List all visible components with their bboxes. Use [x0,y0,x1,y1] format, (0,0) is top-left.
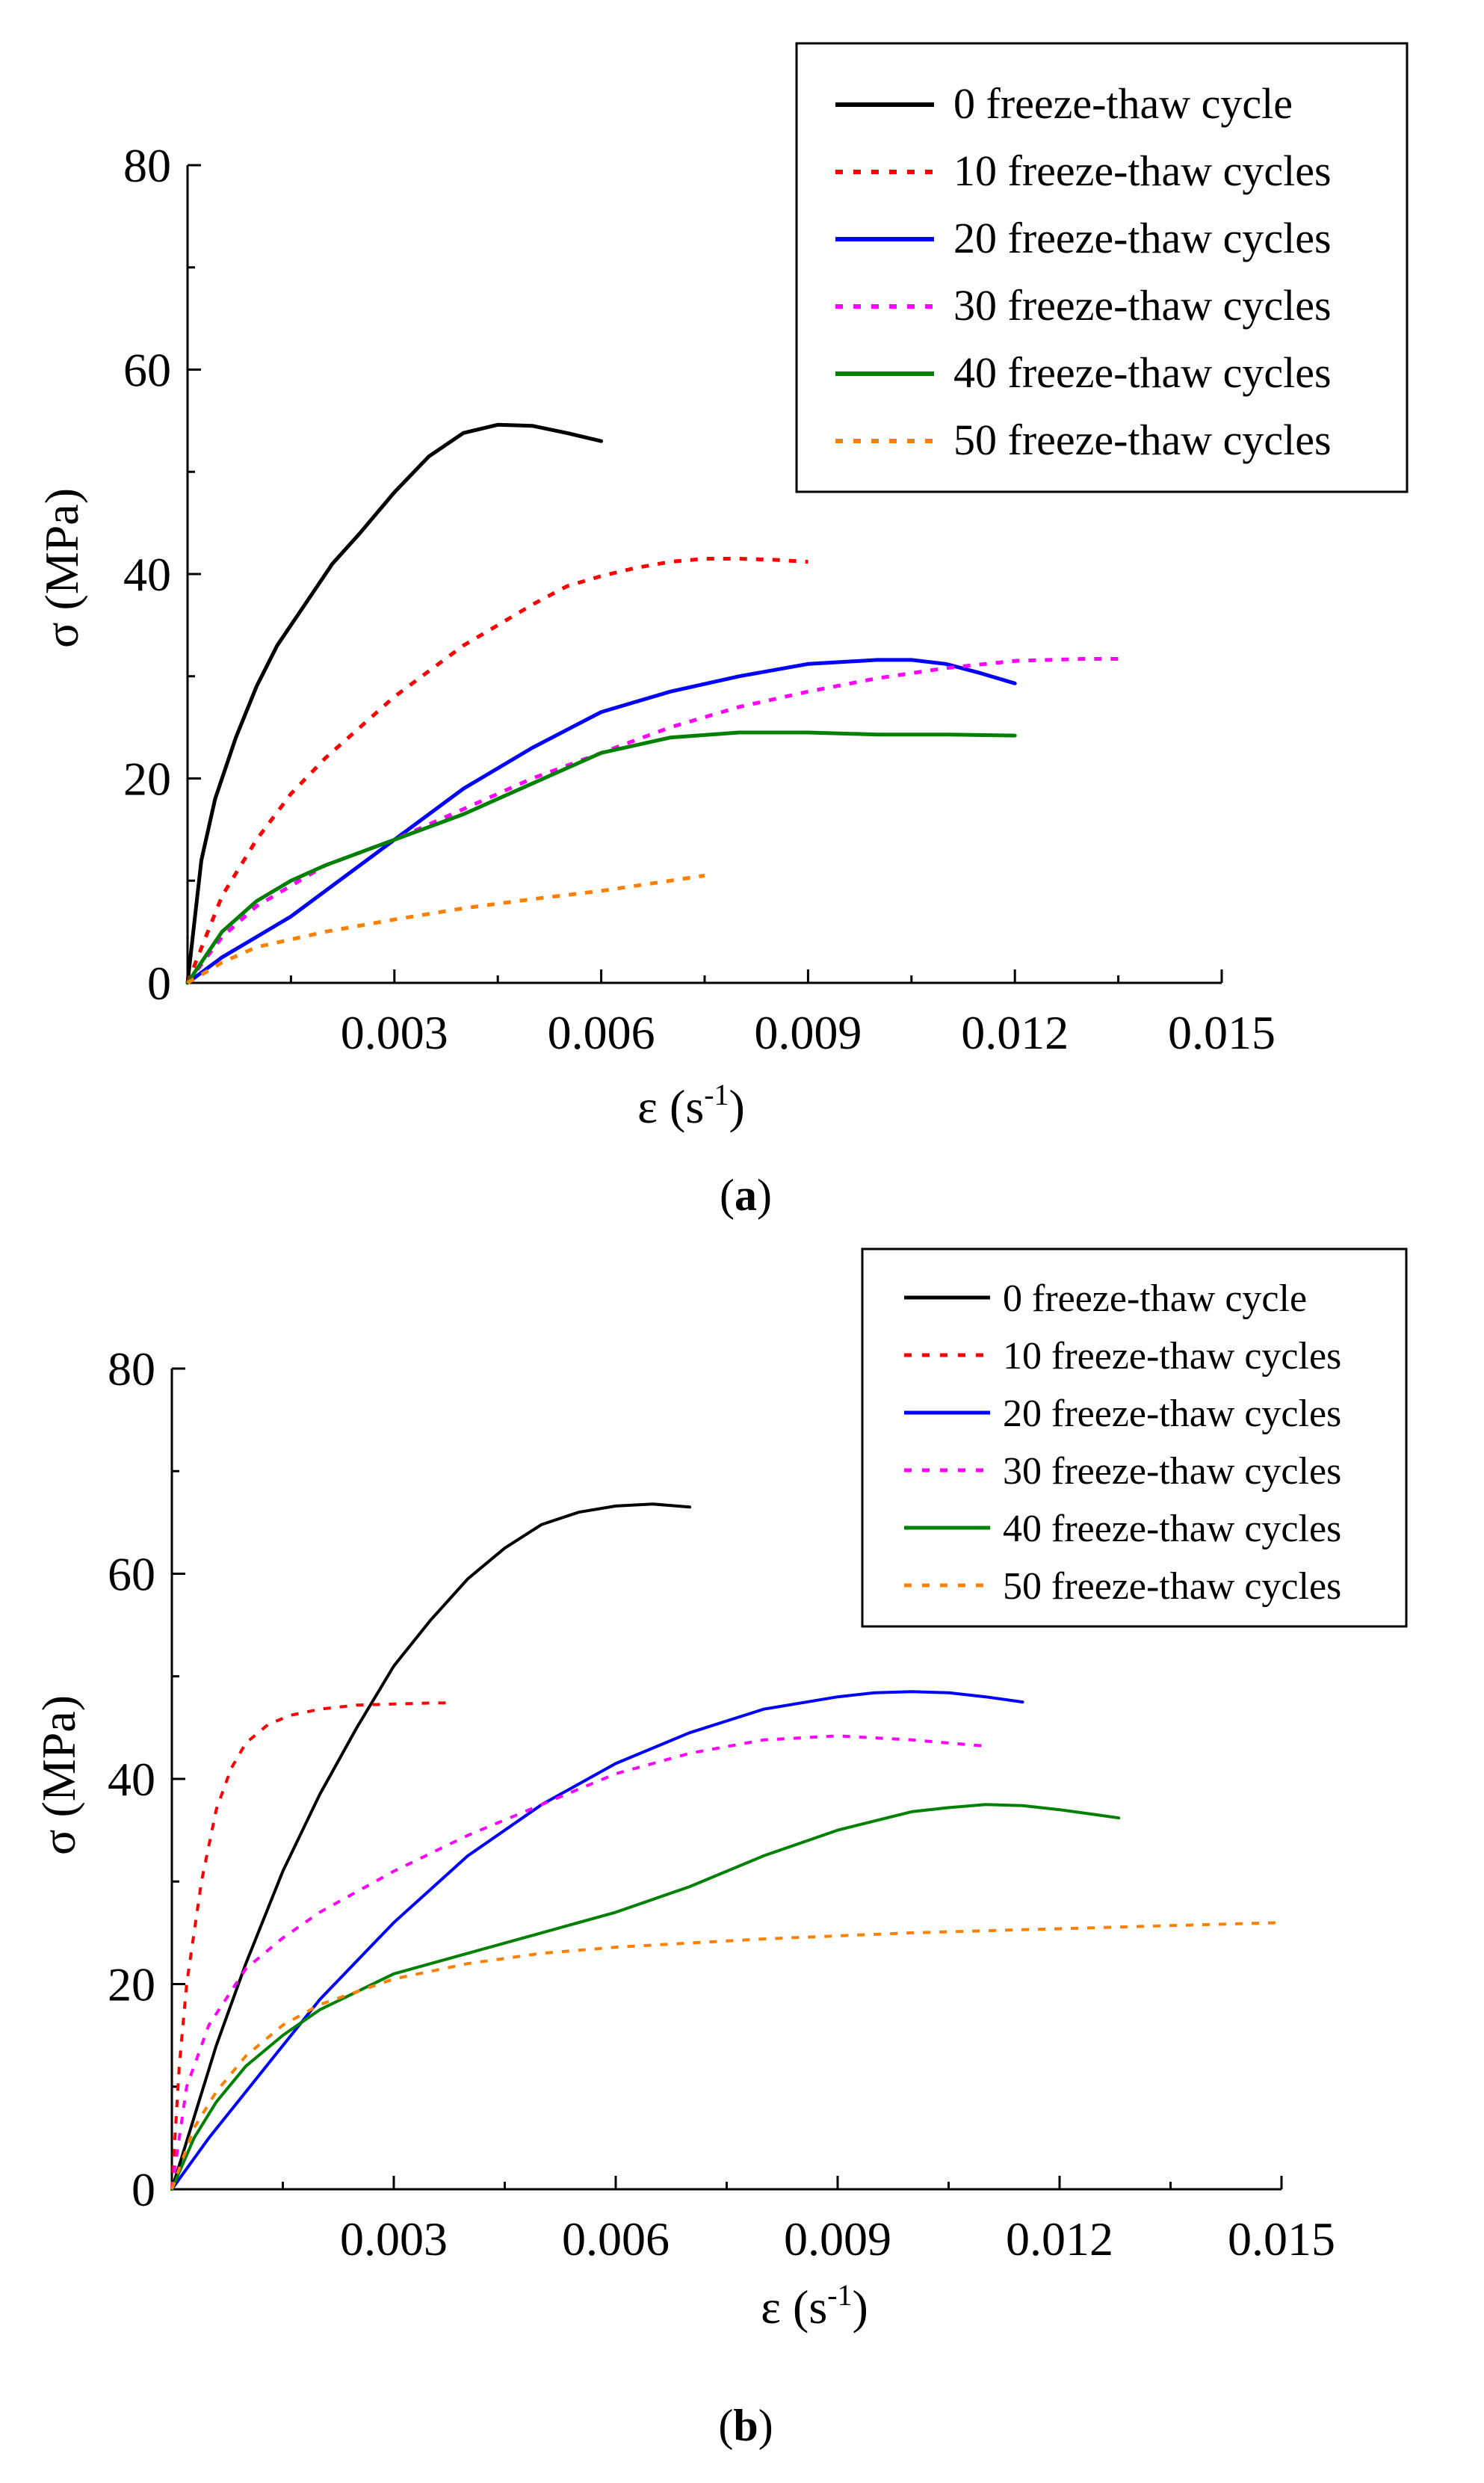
legend-label-b-1: 10 freeze-thaw cycles [1003,1335,1341,1378]
legend-box-a [795,42,1409,493]
legend-label-a-5: 50 freeze-thaw cycles [953,416,1332,464]
x-tick-label-b: 0.006 [562,2212,670,2265]
x-tick-label-a: 0.015 [1168,1006,1276,1059]
panel-label-a: (a) [720,1170,772,1220]
legend-label-a-0: 0 freeze-thaw cycle [953,79,1293,128]
x-tick-label-a: 0.003 [341,1006,448,1059]
x-axis-title-a: ε (s-1) [637,1078,745,1133]
series-line-b-3 [170,1734,986,2190]
legend-label-a-4: 40 freeze-thaw cycles [953,348,1332,397]
legend-b: 0 freeze-thaw cycle 10 freeze-thaw cycles… [861,1247,1408,1628]
x-tick-label-a: 0.006 [548,1006,655,1059]
axes-b: 0 20 40 60 80 0.003 0.006 0.009 0.012 0.015 [108,1342,1335,2265]
x-axis-title-close-b: ) [853,2280,868,2334]
series-line-b-5 [170,1921,1282,2190]
x-tick-label-b: 0.009 [784,2212,891,2265]
y-tick-label-a: 20 [123,753,171,806]
axes-a: 0 20 40 60 80 0.003 0.006 0.009 0.012 0.015 [123,139,1276,1059]
legend-box-b [861,1247,1408,1628]
x-axis-title-main-a: ε (s [637,1080,704,1133]
legend-label-b-2: 20 freeze-thaw cycles [1003,1392,1341,1435]
x-axis-title-b: ε (s-1) [761,2278,868,2334]
x-tick-label-b: 0.015 [1228,2212,1335,2265]
chart-panel-b: 0 20 40 60 80 0.003 0.006 0.009 0.012 0.015 0 fre… [32,1247,1408,2450]
legend-a: 0 freeze-thaw cycle 10 freeze-thaw cycles… [795,42,1409,493]
x-axis-title-main-b: ε (s [761,2280,827,2334]
y-tick-label-b: 20 [108,1958,155,2011]
legend-label-a-3: 30 freeze-thaw cycles [953,281,1332,330]
series-group-a [185,422,1119,985]
y-tick-label-b: 60 [108,1548,155,1601]
series-line-b-4 [170,1803,1121,2191]
legend-label-b-0: 0 freeze-thaw cycle [1003,1277,1307,1320]
x-axis-title-sup-b: -1 [827,2278,852,2312]
y-axis-title-b: σ (MPa) [32,1695,85,1855]
y-tick-label-a: 80 [123,139,171,192]
y-tick-label-b: 80 [108,1342,155,1395]
y-tick-label-b: 40 [108,1753,155,1806]
series-group-b [170,1502,1282,2191]
series-line-a-5 [186,873,705,985]
x-tick-label-b: 0.012 [1006,2212,1113,2265]
x-tick-label-b: 0.003 [340,2212,448,2265]
legend-label-b-3: 30 freeze-thaw cycles [1003,1450,1341,1493]
panel-label-b: (b) [718,2401,773,2450]
legend-label-b-4: 40 freeze-thaw cycles [1003,1508,1341,1550]
y-tick-label-a: 40 [123,548,171,601]
series-line-a-4 [185,730,1017,985]
y-tick-label-a: 60 [123,344,171,397]
x-axis-title-close-a: ) [729,1080,745,1133]
x-tick-label-a: 0.009 [754,1006,862,1059]
y-axis-title-a: σ (MPa) [35,488,88,648]
y-tick-label-b: 0 [132,2163,155,2216]
series-line-b-2 [170,1690,1024,2191]
series-line-a-0 [185,422,604,985]
legend-label-b-5: 50 freeze-thaw cycles [1003,1565,1341,1608]
series-line-a-2 [185,658,1017,985]
legend-label-a-1: 10 freeze-thaw cycles [953,146,1332,195]
x-tick-label-a: 0.012 [961,1006,1069,1059]
y-tick-label-a: 0 [147,957,171,1010]
series-line-b-0 [170,1502,691,2191]
legend-label-a-2: 20 freeze-thaw cycles [953,214,1332,262]
x-axis-title-sup-a: -1 [704,1078,729,1111]
chart-panel-a: 0 20 40 60 80 0.003 0.006 0.009 0.012 0.015 0 fre… [35,42,1409,1220]
series-line-a-1 [185,557,809,984]
